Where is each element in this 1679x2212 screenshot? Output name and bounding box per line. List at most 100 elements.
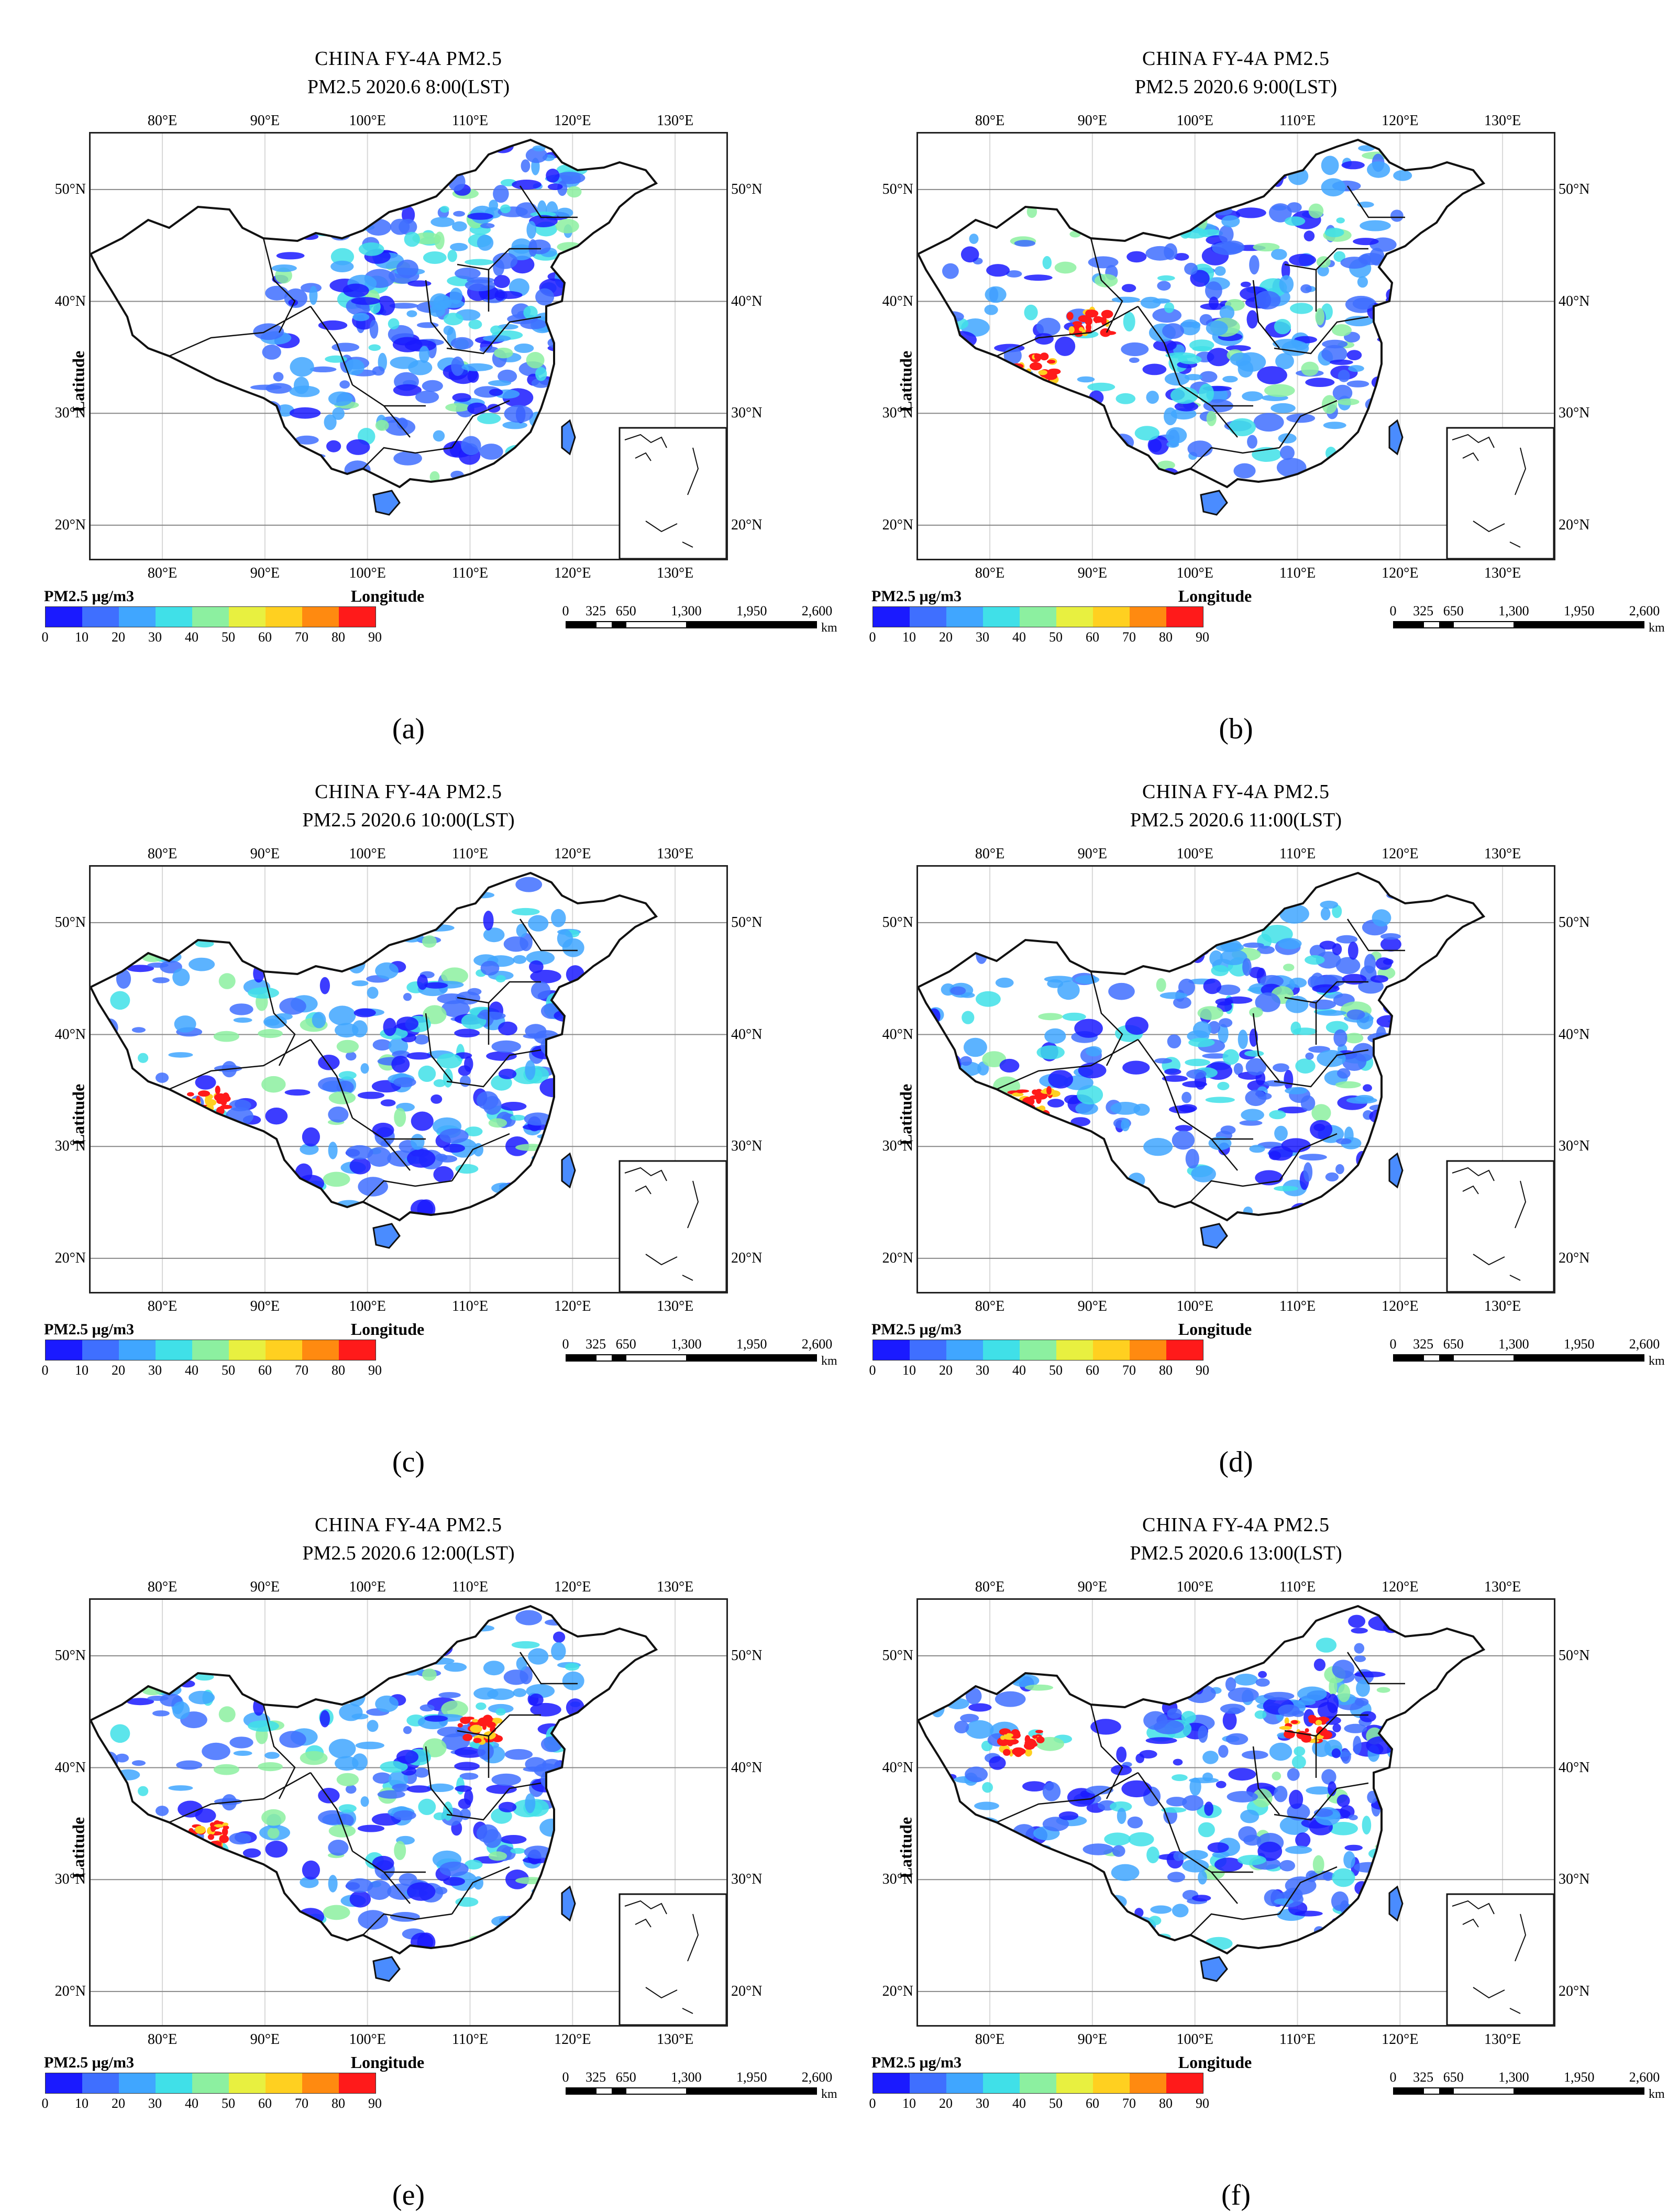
- pm25-pixel: [343, 283, 369, 298]
- pm25-pixel: [1249, 255, 1260, 275]
- pm25-pixel: [932, 1625, 958, 1632]
- pm25-hotspot: [186, 1108, 199, 1118]
- pm25-pixel: [1056, 1896, 1065, 1907]
- pm25-pixel: [1372, 909, 1391, 927]
- pm25-hotspot: [1101, 316, 1107, 326]
- pm25-pixel: [1279, 904, 1309, 924]
- pm25-pixel: [323, 1905, 350, 1920]
- pm25-pixel: [1274, 1125, 1288, 1141]
- pm25-pixel: [443, 313, 463, 326]
- pm25-pixel: [1211, 965, 1229, 977]
- pm25-pixel: [1384, 400, 1404, 411]
- pm25-pixel: [1238, 360, 1254, 378]
- pm25-pixel: [569, 1816, 583, 1825]
- pm25-pixel: [267, 1827, 280, 1839]
- legend-tick-label: 80: [332, 629, 345, 645]
- pm25-pixel: [264, 1752, 280, 1759]
- pm25-pixel: [1317, 264, 1329, 276]
- y-axis-label: Latitude: [896, 1817, 915, 1879]
- pm25-pixel: [1346, 1009, 1365, 1020]
- pm25-pixel: [514, 344, 534, 353]
- pm25-pixel: [159, 1120, 172, 1138]
- pm25-hotspot: [196, 1096, 201, 1104]
- pm25-pixel: [442, 1620, 470, 1629]
- pm25-pixel: [1245, 1058, 1266, 1076]
- right-latitude-tick: 20°N: [1559, 1249, 1590, 1266]
- pm25-pixel: [302, 1127, 320, 1147]
- pm25-pixel: [455, 268, 481, 280]
- bottom-longitude-tick: 100°E: [349, 565, 386, 581]
- pm25-pixel: [337, 1630, 368, 1641]
- pm25-pixel: [396, 1750, 419, 1764]
- pm25-pixel: [539, 1818, 564, 1837]
- pm25-pixel: [1212, 241, 1243, 256]
- pm25-pixel: [1336, 1138, 1352, 1144]
- pm25-pixel: [334, 205, 355, 213]
- legend-swatch: [983, 2073, 1020, 2093]
- pm25-pixel: [131, 1027, 146, 1033]
- scale-unit: km: [1649, 1354, 1665, 1368]
- pm25-pixel: [1285, 1845, 1312, 1854]
- bottom-longitude-tick: 100°E: [1176, 2031, 1213, 2048]
- pm25-pixel: [492, 252, 518, 269]
- pm25-pixel: [293, 213, 323, 228]
- legend-tick-label: 70: [1122, 2096, 1136, 2111]
- pm25-pixel: [553, 1631, 566, 1643]
- pm25-pixel: [1001, 1664, 1012, 1683]
- pm25-pixel: [461, 363, 493, 371]
- pm25-pixel: [926, 1150, 952, 1157]
- scale-bar-label: 650: [615, 1336, 636, 1352]
- pm25-pixel: [393, 170, 411, 182]
- pm25-pixel: [556, 1135, 586, 1151]
- pm25-pixel: [1029, 1906, 1040, 1916]
- legend-tick-label: 20: [112, 629, 125, 645]
- pm25-pixel: [284, 1089, 311, 1096]
- pm25-pixel: [113, 1847, 134, 1855]
- pm25-hotspot: [1101, 309, 1113, 318]
- pm25-pixel: [331, 150, 354, 158]
- pm25-pixel: [1341, 1749, 1351, 1764]
- bottom-longitude-tick: 110°E: [451, 2031, 489, 2048]
- pm25-pixel: [972, 1664, 1002, 1683]
- pm25-pixel: [229, 1737, 253, 1749]
- pm25-pixel: [1014, 440, 1025, 452]
- pm25-pixel: [1159, 992, 1188, 999]
- pm25-pixel: [996, 1881, 1005, 1900]
- pm25-pixel: [441, 1000, 470, 1017]
- pm25-pixel: [1258, 1671, 1267, 1678]
- pm25-pixel: [328, 1142, 338, 1159]
- pm25-pixel: [1161, 1807, 1187, 1813]
- legend-tick-label: 60: [1086, 1363, 1099, 1378]
- pm25-pixel: [1315, 308, 1325, 326]
- left-latitude-tick: 50°N: [54, 1647, 86, 1664]
- pm25-pixel: [1257, 366, 1287, 384]
- pm25-pixel: [354, 1008, 376, 1017]
- pm25-pixel: [1199, 371, 1218, 383]
- pm25-pixel: [972, 909, 990, 923]
- pm25-pixel: [1220, 1704, 1245, 1714]
- pm25-pixel: [258, 1762, 283, 1772]
- pm25-pixel: [264, 894, 275, 910]
- pm25-pixel: [1209, 296, 1219, 309]
- pm25-pixel: [209, 887, 234, 902]
- pm25-pixel: [1324, 227, 1344, 237]
- top-longitude-tick: 80°E: [147, 113, 178, 129]
- pm25-hotspot: [1036, 1736, 1045, 1743]
- pm25-pixel: [1329, 1822, 1358, 1835]
- pm25-pixel: [171, 1179, 193, 1186]
- pm25-pixel: [1007, 1606, 1022, 1624]
- bottom-longitude-tick: 100°E: [349, 2031, 386, 2048]
- scale-unit: km: [821, 1354, 837, 1368]
- south-china-sea-inset: [1446, 427, 1554, 559]
- pm25-pixel: [1274, 1786, 1288, 1802]
- legend-tick-label: 0: [41, 629, 49, 645]
- pm25-pixel: [1249, 1145, 1265, 1153]
- scale-unit: km: [821, 2087, 837, 2101]
- pm25-pixel: [997, 1660, 1020, 1670]
- color-legend: [872, 2073, 1203, 2094]
- legend-tick-label: 10: [75, 2096, 89, 2111]
- pm25-pixel: [1205, 1097, 1235, 1103]
- pm25-pixel: [403, 1726, 412, 1734]
- pm25-pixel: [976, 991, 1001, 1007]
- pm25-pixel: [1036, 1045, 1065, 1059]
